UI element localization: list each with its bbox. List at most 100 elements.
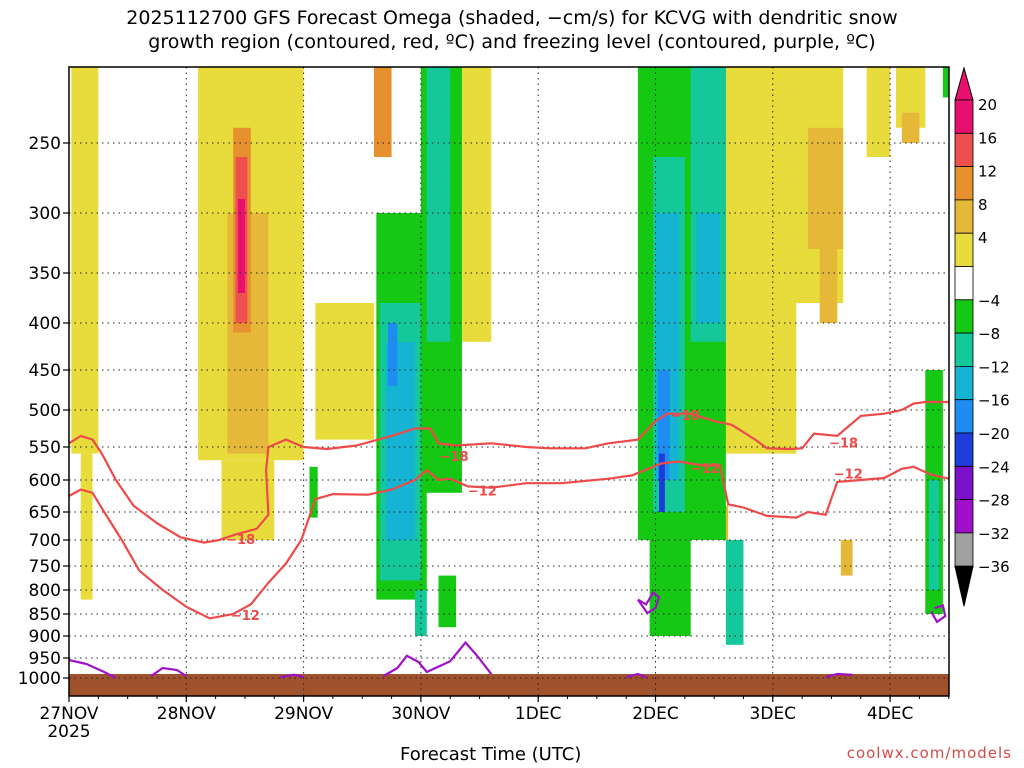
shade-sinking (696, 213, 721, 323)
colorbar-top-arrow (954, 66, 974, 101)
shade-rising (237, 199, 245, 293)
y-tick-label: 600 (29, 471, 61, 491)
colorbar-swatch (954, 232, 974, 267)
contour-label: −18 (226, 533, 255, 548)
contour-label: −12 (231, 609, 260, 624)
x-tick-label: 30NOV (391, 704, 450, 724)
y-tick-label: 350 (29, 264, 61, 284)
y-tick-label: 1000 (18, 669, 61, 689)
shade-rising (373, 67, 392, 157)
shade-rising (819, 249, 838, 323)
shade-rising (866, 67, 891, 157)
freezing-level-contour (279, 673, 304, 679)
shade-rising (901, 112, 920, 143)
x-axis-label: Forecast Time (UTC) (400, 744, 582, 765)
shade-rising (840, 540, 853, 576)
colorbar-swatch (954, 465, 974, 500)
shade-sinking (388, 323, 398, 386)
dgz-minus18-contour (68, 400, 949, 544)
colorbar-tick-label: −16 (978, 392, 1010, 410)
shade-sinking (657, 370, 670, 480)
colorbar-tick-label: −24 (978, 458, 1010, 476)
shade-rising (80, 453, 93, 600)
freezing-level-contour (636, 590, 661, 615)
freezing-level-contour (382, 640, 493, 677)
colorbar-swatch (954, 166, 974, 201)
freezing-level-contour (68, 658, 117, 679)
colorbar-tick-label: 12 (978, 163, 997, 181)
y-tick-label: 850 (29, 605, 61, 625)
watermark: coolwx.com/models (846, 744, 1012, 762)
shade-sinking (438, 575, 457, 628)
x-tick-label: 4DEC (867, 704, 914, 724)
contour-label: −18 (829, 436, 858, 451)
colorbar-swatch (954, 532, 974, 567)
colorbar-swatch (954, 266, 974, 301)
colorbar-tick-label: 4 (978, 229, 988, 247)
colorbar-swatch (954, 99, 974, 134)
shade-sinking (942, 67, 949, 98)
y-tick-label: 550 (29, 438, 61, 458)
y-tick-label: 650 (29, 503, 61, 523)
colorbar-tick-label: −8 (978, 325, 1000, 343)
x-tick-year: 2025 (47, 722, 90, 742)
shade-sinking (928, 480, 940, 590)
colorbar-swatch (954, 399, 974, 434)
shade-rising (807, 127, 844, 249)
shade-sinking (426, 67, 451, 342)
freezing-level-contour (625, 672, 647, 679)
omega-shading (71, 67, 949, 645)
shade-rising (71, 67, 99, 454)
colorbar-tick-label: −28 (978, 492, 1010, 510)
chart-title-line1: 2025112700 GFS Forecast Omega (shaded, −… (126, 7, 898, 29)
y-tick-label: 950 (29, 649, 61, 669)
colorbar-tick-label: −36 (978, 558, 1010, 576)
ground-layer (69, 674, 949, 696)
contour-label: −18 (440, 450, 469, 465)
shade-rising (714, 67, 797, 454)
x-tick-label: 27NOV (39, 704, 98, 724)
colorbar-swatch (954, 499, 974, 534)
contour-lines: −18 −12 −18 −12 −18 −12 −18 −12 (68, 400, 950, 679)
y-tick-label: 500 (29, 401, 61, 421)
freezing-level-contour (150, 666, 187, 677)
chart-title-line2: growth region (contoured, red, ºC) and f… (148, 31, 876, 53)
colorbar-tick-label: −12 (978, 358, 1010, 376)
x-tick-label: 2DEC (632, 704, 679, 724)
x-tick-label: 28NOV (157, 704, 216, 724)
colorbar: 20 16 12 8 4 −4 −8 −12 −16 −20 −24 −28 −32 −36 (954, 66, 1010, 607)
ground-fill (69, 674, 949, 696)
colorbar-swatch (954, 365, 974, 401)
colorbar-tick-label: 16 (978, 129, 997, 147)
shade-sinking (309, 466, 318, 518)
chart-title: 2025112700 GFS Forecast Omega (shaded, −… (0, 6, 1024, 54)
x-tick-label: 1DEC (515, 704, 562, 724)
shade-rising (315, 303, 374, 440)
y-tick-label: 750 (29, 557, 61, 577)
freezing-level-contour (930, 603, 947, 624)
y-tick-label: 250 (29, 134, 61, 154)
y-tick-label: 900 (29, 627, 61, 647)
y-tick-label: 400 (29, 314, 61, 334)
shade-sinking (725, 540, 744, 645)
x-tick-label: 29NOV (274, 704, 333, 724)
contour-label: −12 (691, 462, 720, 477)
shade-sinking (659, 453, 665, 512)
freezing-level-contour (825, 672, 853, 679)
colorbar-swatch (954, 299, 974, 334)
contour-label: −18 (671, 409, 700, 424)
dgz-minus12-contour (68, 460, 950, 620)
y-tick-label: 300 (29, 204, 61, 224)
y-axis: 2503003504004505005506006507007508008509… (18, 134, 69, 689)
y-tick-label: 700 (29, 531, 61, 551)
colorbar-tick-label: −20 (978, 425, 1010, 443)
contour-label: −12 (468, 485, 497, 500)
colorbar-bottom-arrow (954, 565, 974, 607)
colorbar-swatch (954, 199, 974, 234)
x-axis: 27NOV 28NOV 29NOV 30NOV 1DEC 2DEC 3DEC 4DEC 2025 (39, 696, 950, 742)
grid-lines (68, 67, 949, 696)
colorbar-tick-label: −4 (978, 292, 1000, 310)
y-tick-label: 800 (29, 581, 61, 601)
colorbar-swatch (954, 132, 974, 168)
